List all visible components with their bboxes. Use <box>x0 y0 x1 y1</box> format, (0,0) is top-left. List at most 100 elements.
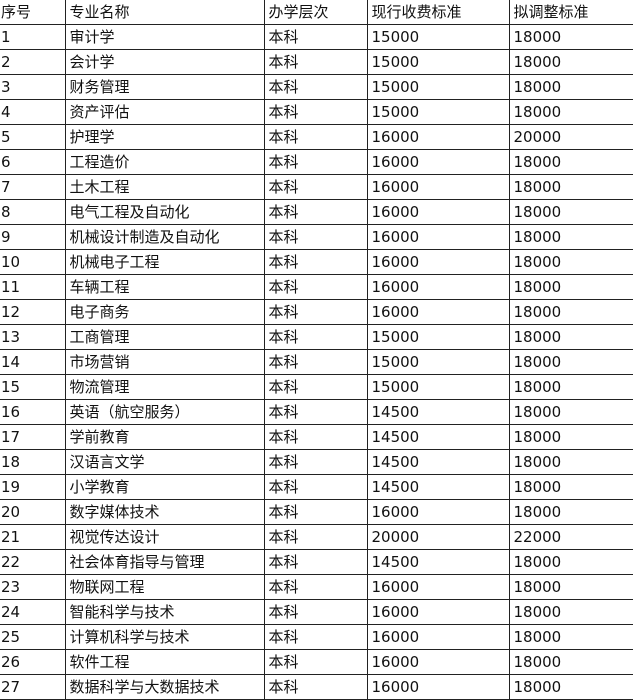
cell-level: 本科 <box>263 449 368 475</box>
table-row: 7 土木工程 本科 16000 18000 <box>0 174 633 200</box>
cell-index: 1 <box>0 24 66 50</box>
cell-major: 智能科学与技术 <box>64 599 265 625</box>
cell-current-fee: 16000 <box>366 224 510 250</box>
cell-proposed-fee: 18000 <box>508 149 633 175</box>
cell-level: 本科 <box>263 599 368 625</box>
cell-proposed-fee: 18000 <box>508 599 633 625</box>
table-row: 27 数据科学与大数据技术 本科 16000 18000 <box>0 674 633 700</box>
cell-proposed-fee: 18000 <box>508 249 633 275</box>
cell-level: 本科 <box>263 549 368 575</box>
cell-index: 8 <box>0 199 66 225</box>
cell-level: 本科 <box>263 174 368 200</box>
cell-index: 11 <box>0 274 66 300</box>
cell-level: 本科 <box>263 99 368 125</box>
cell-proposed-fee: 18000 <box>508 174 633 200</box>
cell-major: 会计学 <box>64 49 265 75</box>
table-row: 16 英语（航空服务） 本科 14500 18000 <box>0 399 633 425</box>
cell-major: 财务管理 <box>64 74 265 100</box>
cell-proposed-fee: 20000 <box>508 124 633 150</box>
cell-proposed-fee: 18000 <box>508 549 633 575</box>
cell-major: 视觉传达设计 <box>64 524 265 550</box>
cell-level: 本科 <box>263 199 368 225</box>
cell-current-fee: 16000 <box>366 249 510 275</box>
cell-current-fee: 15000 <box>366 24 510 50</box>
cell-major: 物联网工程 <box>64 574 265 600</box>
table-header-row: 序号 专业名称 办学层次 现行收费标准 拟调整标准 <box>0 0 633 25</box>
cell-current-fee: 16000 <box>366 199 510 225</box>
cell-level: 本科 <box>263 424 368 450</box>
cell-index: 3 <box>0 74 66 100</box>
cell-level: 本科 <box>263 649 368 675</box>
cell-index: 4 <box>0 99 66 125</box>
cell-major: 汉语言文学 <box>64 449 265 475</box>
cell-current-fee: 16000 <box>366 149 510 175</box>
cell-level: 本科 <box>263 149 368 175</box>
cell-current-fee: 14500 <box>366 399 510 425</box>
table-row: 18 汉语言文学 本科 14500 18000 <box>0 449 633 475</box>
cell-major: 市场营销 <box>64 349 265 375</box>
cell-level: 本科 <box>263 249 368 275</box>
cell-index: 15 <box>0 374 66 400</box>
cell-current-fee: 14500 <box>366 474 510 500</box>
cell-index: 24 <box>0 599 66 625</box>
cell-major: 土木工程 <box>64 174 265 200</box>
cell-proposed-fee: 18000 <box>508 349 633 375</box>
cell-current-fee: 16000 <box>366 674 510 700</box>
table-row: 2 会计学 本科 15000 18000 <box>0 49 633 75</box>
cell-index: 20 <box>0 499 66 525</box>
cell-major: 物流管理 <box>64 374 265 400</box>
table-row: 21 视觉传达设计 本科 20000 22000 <box>0 524 633 550</box>
cell-proposed-fee: 18000 <box>508 299 633 325</box>
cell-level: 本科 <box>263 399 368 425</box>
cell-level: 本科 <box>263 124 368 150</box>
cell-proposed-fee: 22000 <box>508 524 633 550</box>
cell-level: 本科 <box>263 24 368 50</box>
cell-proposed-fee: 18000 <box>508 224 633 250</box>
table-row: 13 工商管理 本科 15000 18000 <box>0 324 633 350</box>
cell-proposed-fee: 18000 <box>508 274 633 300</box>
cell-major: 护理学 <box>64 124 265 150</box>
cell-proposed-fee: 18000 <box>508 474 633 500</box>
cell-level: 本科 <box>263 474 368 500</box>
table-row: 14 市场营销 本科 15000 18000 <box>0 349 633 375</box>
cell-proposed-fee: 18000 <box>508 424 633 450</box>
cell-proposed-fee: 18000 <box>508 24 633 50</box>
cell-index: 23 <box>0 574 66 600</box>
cell-proposed-fee: 18000 <box>508 74 633 100</box>
cell-major: 小学教育 <box>64 474 265 500</box>
cell-proposed-fee: 18000 <box>508 649 633 675</box>
cell-current-fee: 16000 <box>366 574 510 600</box>
cell-index: 7 <box>0 174 66 200</box>
cell-current-fee: 16000 <box>366 649 510 675</box>
cell-level: 本科 <box>263 499 368 525</box>
cell-level: 本科 <box>263 74 368 100</box>
cell-level: 本科 <box>263 374 368 400</box>
cell-current-fee: 15000 <box>366 49 510 75</box>
table-row: 24 智能科学与技术 本科 16000 18000 <box>0 599 633 625</box>
cell-proposed-fee: 18000 <box>508 324 633 350</box>
cell-current-fee: 16000 <box>366 124 510 150</box>
cell-index: 2 <box>0 49 66 75</box>
cell-level: 本科 <box>263 224 368 250</box>
table-row: 25 计算机科学与技术 本科 16000 18000 <box>0 624 633 650</box>
cell-proposed-fee: 18000 <box>508 499 633 525</box>
cell-index: 26 <box>0 649 66 675</box>
cell-level: 本科 <box>263 274 368 300</box>
cell-major: 软件工程 <box>64 649 265 675</box>
cell-major: 英语（航空服务） <box>64 399 265 425</box>
table-row: 5 护理学 本科 16000 20000 <box>0 124 633 150</box>
cell-major: 学前教育 <box>64 424 265 450</box>
cell-major: 机械电子工程 <box>64 249 265 275</box>
table-row: 3 财务管理 本科 15000 18000 <box>0 74 633 100</box>
cell-level: 本科 <box>263 299 368 325</box>
cell-current-fee: 16000 <box>366 174 510 200</box>
cell-current-fee: 16000 <box>366 274 510 300</box>
cell-current-fee: 15000 <box>366 99 510 125</box>
header-current-fee: 现行收费标准 <box>366 0 510 25</box>
cell-major: 电气工程及自动化 <box>64 199 265 225</box>
cell-level: 本科 <box>263 674 368 700</box>
cell-index: 16 <box>0 399 66 425</box>
cell-current-fee: 15000 <box>366 349 510 375</box>
